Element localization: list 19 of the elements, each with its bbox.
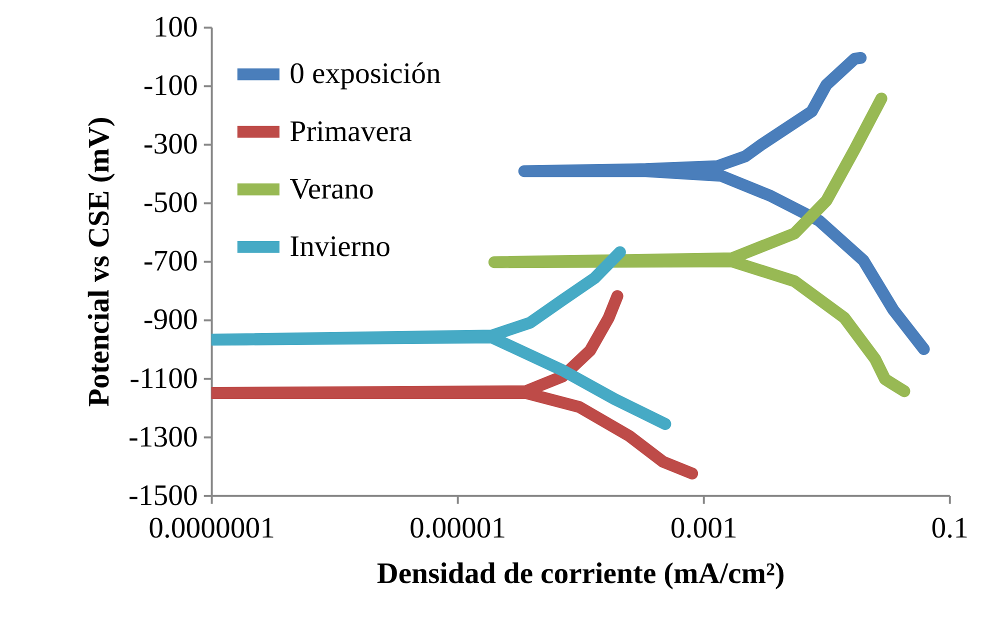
x-tick-label: 0.00001 (409, 512, 506, 545)
y-tick-label: -1300 (128, 420, 198, 454)
y-tick-label: -100 (143, 69, 198, 102)
y-tick-label: -900 (143, 303, 198, 336)
x-tick-label: 0.1 (931, 512, 968, 545)
legend-label: 0 exposición (290, 57, 442, 90)
y-tick-label: -500 (143, 186, 198, 220)
x-tick-label: 0.0000001 (148, 512, 276, 545)
legend-label: Invierno (290, 230, 390, 263)
legend-label: Primavera (290, 114, 412, 148)
y-tick-label: 100 (153, 10, 198, 44)
x-axis-title: Densidad de corriente (mA/cm²) (376, 557, 785, 590)
y-tick-label: -700 (143, 244, 198, 278)
y-tick-label: -1500 (128, 478, 198, 512)
y-tick-label: -1100 (130, 362, 198, 395)
legend-label: Verano (290, 172, 374, 206)
x-tick-label: 0.001 (670, 512, 738, 545)
y-axis-title: Potencial vs CSE (mV) (82, 116, 116, 407)
y-tick-label: -300 (143, 128, 198, 161)
